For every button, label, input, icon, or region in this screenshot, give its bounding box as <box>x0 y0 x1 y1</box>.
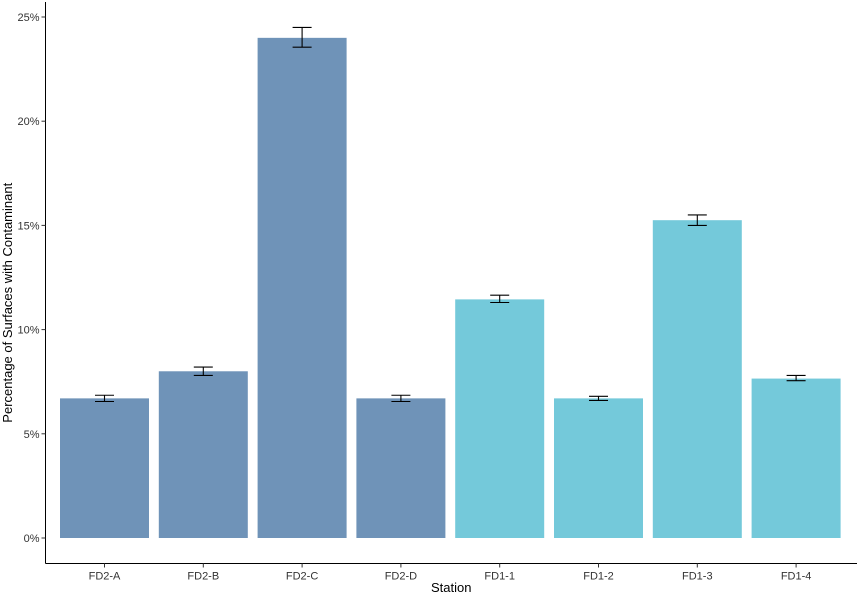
error-bar-fd2-d <box>391 394 411 403</box>
x-tick-label: FD2-B <box>187 571 219 583</box>
error-bar-fd1-4 <box>786 374 806 382</box>
error-bar-fd2-a <box>95 394 114 403</box>
error-bar-fd1-1 <box>490 294 510 304</box>
x-axis-ticks: FD2-A FD2-B FD2-C FD2-D FD1-1 FD1-2 FD1-3 FD1-4 <box>89 563 812 583</box>
bar-fd2-a <box>60 398 149 538</box>
error-bar-fd2-c <box>292 26 312 48</box>
y-tick-label: 25% <box>17 12 39 24</box>
y-axis-ticks: 0% 5% 10% 15% 20% 25% <box>17 12 46 545</box>
error-bar-fd2-b <box>193 366 213 376</box>
x-axis-title: Station <box>431 580 471 594</box>
y-tick-label: 20% <box>17 116 39 128</box>
error-bar-fd1-3 <box>687 214 707 226</box>
error-bar-fd1-2 <box>589 395 608 402</box>
y-tick-label: 0% <box>24 533 40 545</box>
error-bars-layer <box>95 26 806 403</box>
bar-fd2-c <box>257 37 347 539</box>
x-tick-label: FD2-C <box>286 571 318 583</box>
y-axis-title: Percentage of Surfaces with Contaminant <box>0 182 15 422</box>
bar-fd1-1 <box>455 299 545 538</box>
x-tick-label: FD2-A <box>89 571 121 583</box>
x-tick-label: FD2-D <box>385 571 417 583</box>
x-tick-label: FD1-4 <box>781 571 812 583</box>
y-tick-label: 15% <box>17 220 39 232</box>
x-tick-label: FD1-1 <box>484 571 515 583</box>
bar-fd1-2 <box>554 398 643 538</box>
bar-fd2-b <box>158 371 248 538</box>
x-tick-label: FD1-3 <box>682 571 713 583</box>
bar-fd2-d <box>356 398 446 538</box>
bars-layer <box>60 37 841 539</box>
bar-fd1-3 <box>652 220 742 538</box>
bar-fd1-4 <box>751 378 841 538</box>
y-tick-label: 10% <box>17 325 39 337</box>
x-tick-label: FD1-2 <box>583 571 614 583</box>
y-tick-label: 5% <box>24 429 40 441</box>
